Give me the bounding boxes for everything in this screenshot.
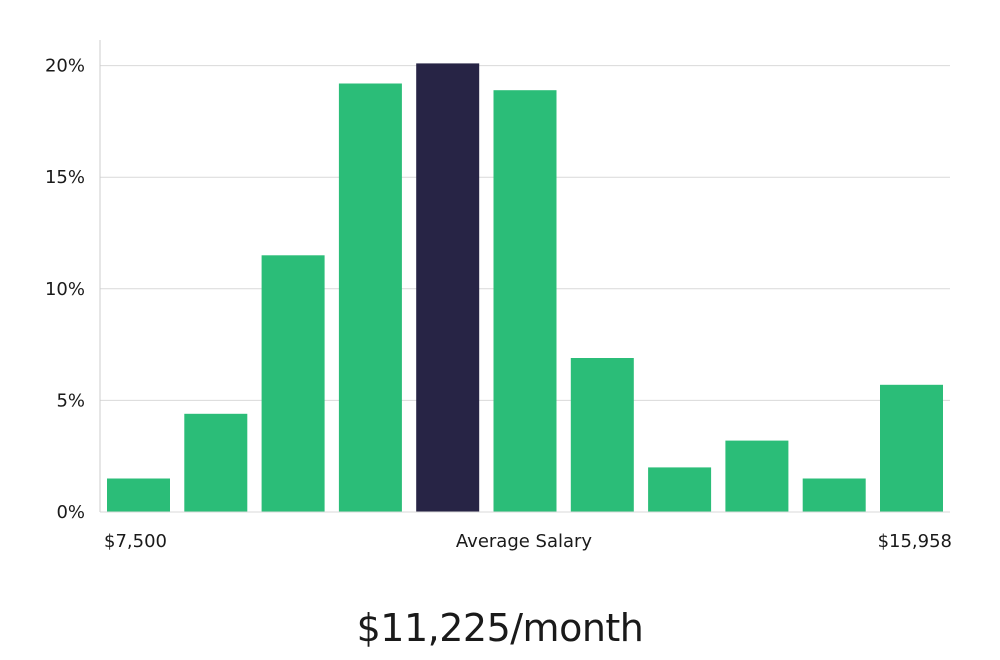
salary-histogram: 0% 5% 10% 15% 20% $7,500 Average Salary $15,… — [45, 40, 952, 552]
average-salary-value: $11,225/month — [356, 606, 644, 650]
bar-3 — [261, 255, 325, 513]
y-tick-label: 5% — [56, 390, 85, 411]
bar-11 — [880, 384, 943, 512]
bar-6 — [493, 90, 557, 512]
bar-average-salary — [416, 63, 480, 513]
labels-layer: $7,500 Average Salary $15,958 — [104, 531, 952, 552]
bar-2 — [184, 413, 248, 512]
x-label-average: Average Salary — [456, 531, 593, 552]
bar-10 — [802, 478, 866, 512]
bar-9 — [725, 440, 789, 512]
y-tick-label: 0% — [56, 502, 85, 523]
bar-8 — [648, 467, 712, 512]
x-label-min: $7,500 — [104, 531, 167, 552]
bar-7 — [570, 358, 634, 512]
bar-1 — [107, 478, 170, 512]
y-tick-label: 20% — [45, 56, 85, 77]
x-label-max: $15,958 — [878, 531, 952, 552]
bar-4 — [338, 83, 402, 512]
axis-layer: 0% 5% 10% 15% 20% — [45, 40, 950, 523]
y-tick-label: 15% — [45, 167, 85, 188]
bars-layer — [107, 63, 943, 513]
y-tick-label: 10% — [45, 279, 85, 300]
